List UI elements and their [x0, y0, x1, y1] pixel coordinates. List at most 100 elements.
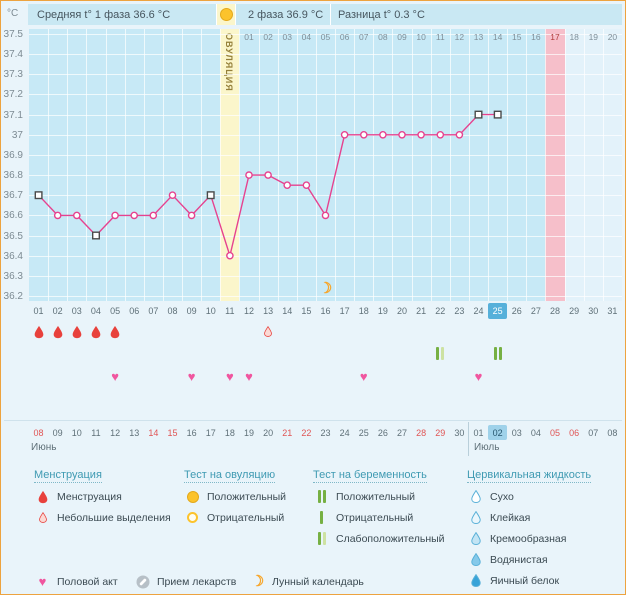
calendar-date[interactable]: 08 — [607, 427, 618, 438]
gridline — [29, 94, 622, 96]
calendar-date[interactable]: 16 — [186, 427, 197, 438]
header-ovulation-cell — [217, 4, 236, 25]
calendar-date[interactable]: 17 — [205, 427, 216, 438]
y-tick-label: 36.3 — [3, 270, 23, 282]
gridline — [29, 54, 622, 56]
legend-icon-cell — [467, 490, 484, 503]
legend-item-label: Отрицательный — [336, 511, 414, 524]
legend-section-title[interactable]: Цервикальная жидкость — [467, 469, 592, 483]
legend-item-label: Яичный белок — [490, 574, 560, 587]
cycle-day-25[interactable]: 25 — [488, 303, 508, 319]
cycle-day-02[interactable]: 02 — [52, 306, 63, 316]
cycle-day-31[interactable]: 31 — [607, 306, 618, 316]
cycle-day-14[interactable]: 14 — [282, 306, 293, 316]
calendar-dates-row: 08 09 10 11 12 13 14 15 16 17 18 19 20 21 22 23 24 25 26 27… — [29, 425, 622, 440]
calendar-date[interactable]: 03 — [511, 427, 522, 438]
cycle-day-17[interactable]: 17 — [339, 306, 350, 316]
calendar-date[interactable]: 13 — [129, 427, 140, 438]
cycle-day-15[interactable]: 15 — [301, 306, 312, 316]
calendar-date[interactable]: 30 — [454, 427, 465, 438]
cycle-day-13[interactable]: 13 — [263, 306, 274, 316]
legend-item: Отрицательный — [184, 510, 286, 525]
legend-item-label: Клейкая — [490, 511, 531, 524]
event-cell — [48, 322, 67, 341]
cycle-day-19[interactable]: 19 — [377, 306, 388, 316]
legend-item: Положительный — [313, 489, 445, 504]
cycle-day-08[interactable]: 08 — [167, 306, 178, 316]
intercourse-heart-icon: ♥ — [187, 368, 196, 384]
cycle-day-23[interactable]: 23 — [454, 306, 465, 316]
legend-item-label: Лунный календарь — [272, 575, 364, 588]
cycle-day-26[interactable]: 26 — [511, 306, 522, 316]
calendar-date[interactable]: 18 — [224, 427, 235, 438]
cycle-day-21[interactable]: 21 — [416, 306, 427, 316]
legend-section-title[interactable]: Менструация — [34, 469, 102, 483]
cycle-day-11[interactable]: 11 — [225, 306, 235, 316]
intercourse-heart-icon: ♥ — [359, 368, 368, 384]
cycle-day-30[interactable]: 30 — [588, 306, 599, 316]
cycle-day-29[interactable]: 29 — [569, 306, 580, 316]
calendar-date[interactable]: 12 — [110, 427, 121, 438]
calendar-date[interactable]: 10 — [71, 427, 82, 438]
calendar-date[interactable]: 26 — [377, 427, 388, 438]
legend-bottom-item: ☽ Лунный календарь — [249, 574, 364, 589]
legend-item: Слабоположительный — [313, 531, 445, 546]
calendar-date[interactable]: 07 — [588, 427, 599, 438]
y-tick-label: 36.5 — [3, 230, 23, 242]
calendar-date[interactable]: 01 — [473, 427, 484, 438]
legend-item-label: Сухо — [490, 490, 514, 503]
calendar-date[interactable]: 02 — [488, 425, 508, 440]
legend-bottom-item: ♥ Половой акт — [34, 574, 118, 589]
calendar-date[interactable]: 05 — [550, 427, 561, 438]
gridline — [583, 29, 585, 301]
y-axis-unit-label: °C — [7, 8, 19, 19]
calendar-date[interactable]: 28 — [416, 427, 427, 438]
cycle-day-03[interactable]: 03 — [71, 306, 82, 316]
calendar-date[interactable]: 19 — [243, 427, 254, 438]
cycle-day-18[interactable]: 18 — [358, 306, 369, 316]
y-tick-label: 36.7 — [3, 190, 23, 202]
cycle-day-01[interactable]: 01 — [33, 306, 44, 316]
dpo-day-label: 12 — [454, 31, 465, 42]
calendar-date[interactable]: 24 — [339, 427, 350, 438]
calendar-date[interactable]: 04 — [530, 427, 541, 438]
calendar-date[interactable]: 20 — [263, 427, 274, 438]
legend-item: Положительный — [184, 489, 286, 504]
calendar-date[interactable]: 29 — [435, 427, 446, 438]
cycle-day-07[interactable]: 07 — [148, 306, 159, 316]
calendar-date[interactable]: 14 — [148, 427, 159, 438]
legend-section-title[interactable]: Тест на овуляцию — [184, 469, 276, 483]
calendar-date[interactable]: 15 — [167, 427, 178, 438]
event-cell — [106, 322, 125, 341]
calendar-date[interactable]: 27 — [396, 427, 407, 438]
cycle-day-16[interactable]: 16 — [320, 306, 331, 316]
dpo-day-label: 10 — [416, 31, 426, 42]
dpo-day-label: 15 — [512, 31, 522, 42]
calendar-date[interactable]: 08 — [33, 427, 44, 438]
cycle-day-12[interactable]: 12 — [243, 306, 254, 316]
calendar-date[interactable]: 23 — [320, 427, 331, 438]
cycle-day-05[interactable]: 05 — [110, 306, 121, 316]
legend-icon-cell — [467, 553, 484, 566]
legend-section-title[interactable]: Тест на беременность — [313, 469, 427, 483]
cycle-day-27[interactable]: 27 — [530, 306, 541, 316]
cycle-day-04[interactable]: 04 — [90, 306, 101, 316]
cycle-day-22[interactable]: 22 — [435, 306, 446, 316]
legend-item: Сухо — [467, 489, 591, 504]
cycle-day-10[interactable]: 10 — [205, 306, 216, 316]
legend-item-label: Положительный — [336, 490, 416, 503]
calendar-date[interactable]: 25 — [358, 427, 369, 438]
cycle-day-09[interactable]: 09 — [186, 306, 197, 316]
legend-icon-cell — [134, 575, 151, 589]
calendar-date[interactable]: 11 — [91, 427, 101, 438]
calendar-date[interactable]: 22 — [301, 427, 312, 438]
cycle-day-28[interactable]: 28 — [550, 306, 561, 316]
calendar-date[interactable]: 21 — [282, 427, 293, 438]
gridline — [526, 29, 528, 301]
fluid-sticky-icon — [470, 511, 481, 524]
cycle-day-20[interactable]: 20 — [396, 306, 407, 316]
cycle-day-24[interactable]: 24 — [473, 306, 484, 316]
calendar-date[interactable]: 09 — [52, 427, 63, 438]
cycle-day-06[interactable]: 06 — [129, 306, 140, 316]
calendar-date[interactable]: 06 — [569, 427, 580, 438]
